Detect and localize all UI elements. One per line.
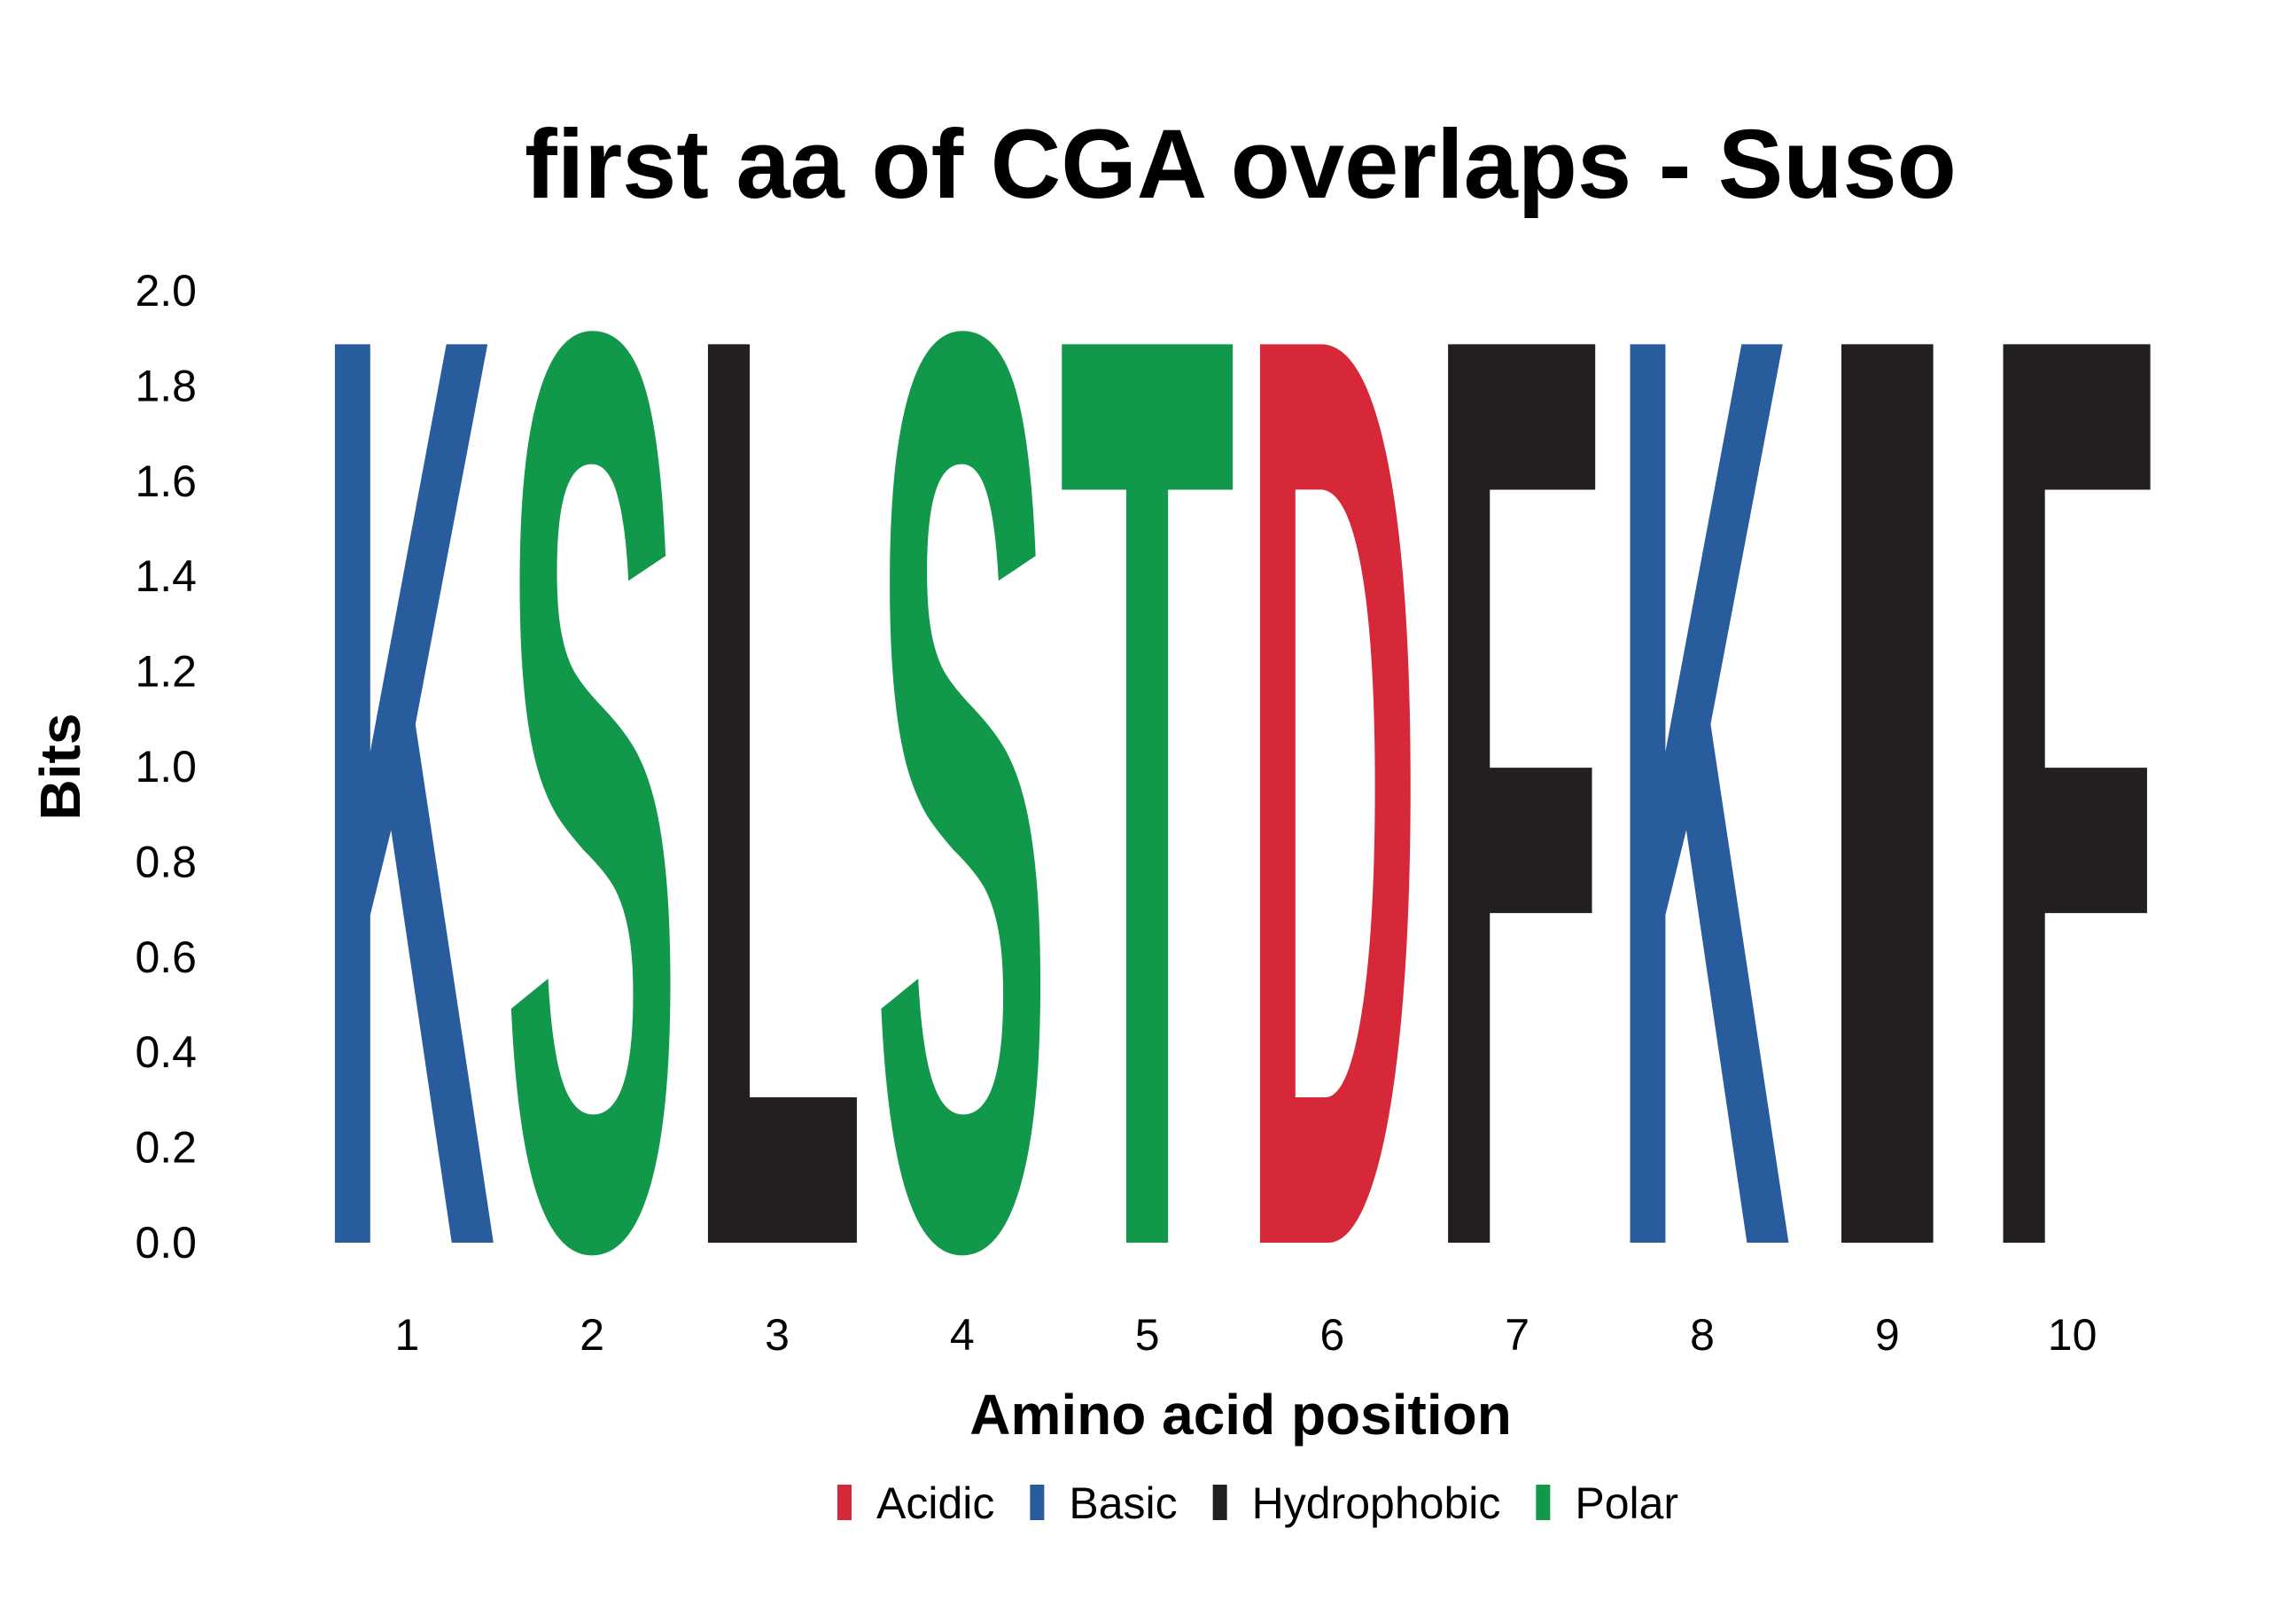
x-tick-label: 6 [1319,1310,1344,1360]
x-tick-label: 10 [2048,1310,2098,1360]
y-tick-label: 1.0 [135,742,197,792]
legend-label: Acidic [876,1478,994,1528]
x-tick-label: 7 [1505,1310,1529,1360]
x-tick-label: 8 [1690,1310,1715,1360]
legend-swatch [1030,1485,1045,1520]
logo-letter-d: D [1243,60,1420,1520]
x-tick-label: 2 [580,1310,604,1360]
y-tick-label: 1.8 [135,361,197,410]
y-tick-label: 1.2 [135,647,197,697]
y-tick-label: 0.8 [135,837,197,886]
legend-swatch [837,1485,852,1520]
logo-letter-f: F [1428,62,1606,1521]
x-axis-ticks: 1 2 3 4 5 6 7 8 9 10 [394,1310,2097,1360]
y-axis-title: Bits [28,714,92,821]
logo-letter-l: L [689,62,866,1521]
logo-letter-k: K [318,60,495,1520]
legend-swatch [1212,1485,1227,1520]
chart-title: first aa of CGA overlaps - Suso [525,110,1957,219]
y-tick-label: 1.4 [135,551,197,601]
y-tick-label: 0.0 [135,1218,197,1268]
y-tick-label: 0.4 [135,1027,197,1077]
x-tick-label: 5 [1135,1310,1160,1360]
legend-label: Polar [1575,1478,1678,1528]
y-tick-label: 1.6 [135,456,197,506]
y-axis-ticks: 0.0 0.2 0.4 0.6 0.8 1.0 1.2 1.4 1.6 1.8 2.0 [135,266,197,1268]
y-tick-label: 0.2 [135,1123,197,1173]
logo-letter-i: I [1799,60,1976,1520]
logo-letter-f: F [1984,62,2161,1521]
x-tick-label: 4 [950,1310,975,1360]
logo-letter-k: K [1614,60,1791,1520]
legend: Acidic Basic Hydrophobic Polar [837,1478,1678,1528]
legend-swatch [1536,1485,1551,1520]
y-tick-label: 2.0 [135,266,197,316]
legend-label: Hydrophobic [1252,1478,1501,1528]
y-tick-label: 0.6 [135,932,197,982]
logo-letter-s: S [874,62,1051,1520]
x-tick-label: 3 [765,1310,790,1360]
x-axis-title: Amino acid position [969,1383,1512,1447]
legend-label: Basic [1069,1478,1177,1528]
logo-letter-t: T [1059,62,1236,1521]
x-tick-label: 9 [1875,1310,1900,1360]
logo-letter-s: S [503,62,681,1520]
x-tick-label: 1 [394,1310,419,1360]
